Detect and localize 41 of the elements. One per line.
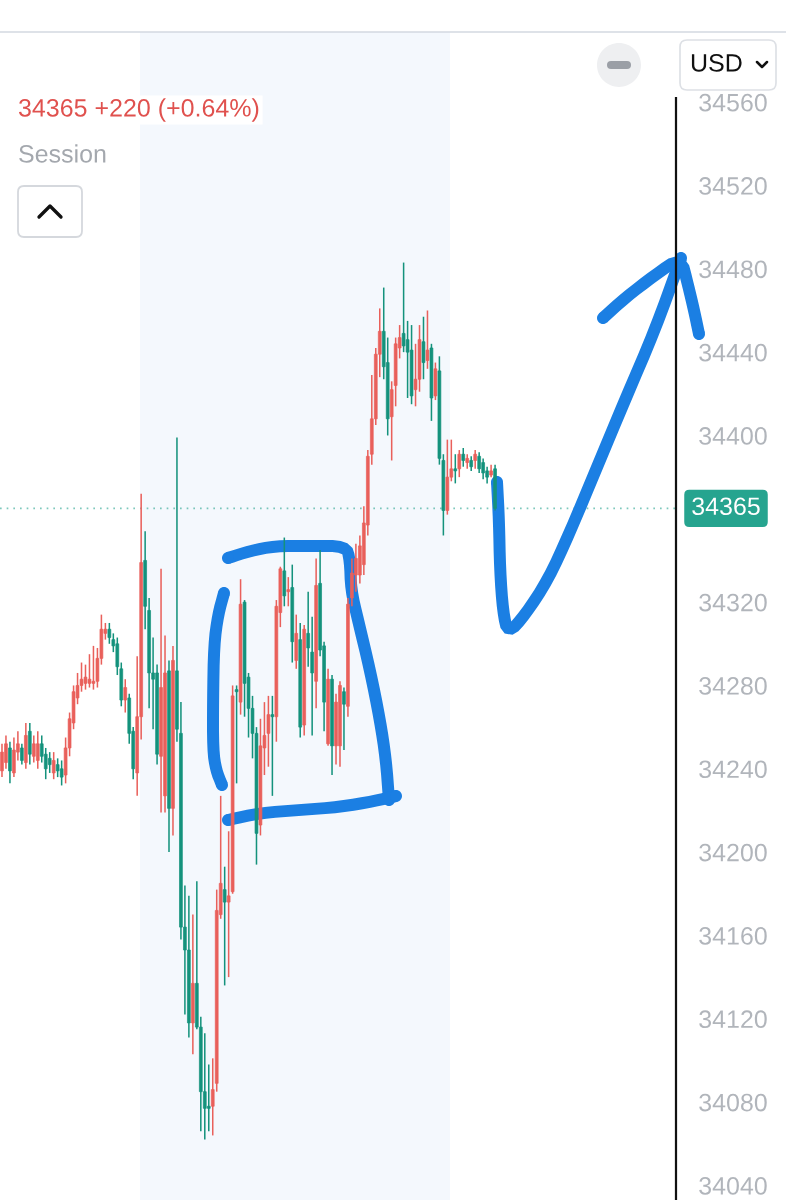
candlestick bbox=[457, 449, 462, 478]
candlestick bbox=[234, 684, 239, 785]
y-tick-label: 34200 bbox=[699, 843, 767, 862]
y-tick-label: 34040 bbox=[699, 1177, 767, 1195]
candlestick bbox=[342, 686, 346, 751]
y-tick-label: 34480 bbox=[699, 260, 767, 279]
y-tick-label: 34320 bbox=[699, 593, 767, 612]
y-tick-label: 34440 bbox=[699, 343, 767, 362]
candlestick bbox=[51, 751, 56, 780]
y-tick-label: 34120 bbox=[699, 1010, 767, 1029]
candlestick bbox=[473, 449, 477, 470]
y-tick-label: 34560 bbox=[699, 93, 767, 112]
annotation: Session bbox=[19, 144, 106, 163]
candlestick bbox=[32, 734, 36, 764]
candlestick bbox=[35, 730, 40, 770]
y-tick-label: 34080 bbox=[699, 1093, 767, 1112]
candlestick bbox=[28, 722, 32, 766]
candlestick bbox=[123, 678, 128, 714]
y-tick-label: 34240 bbox=[699, 760, 767, 779]
ref-line-label: 34365 bbox=[692, 497, 760, 516]
y-tick-label: 34400 bbox=[699, 427, 767, 445]
candlestick bbox=[59, 759, 64, 787]
annotation: 34365 +220 (+0.64%) bbox=[18, 98, 259, 122]
candlestick bbox=[421, 315, 426, 380]
candlestick bbox=[461, 447, 466, 468]
candlestick bbox=[206, 1063, 211, 1133]
y-tick-label: 34520 bbox=[699, 177, 767, 195]
candlestick bbox=[107, 622, 112, 645]
candlestick bbox=[91, 645, 96, 691]
candlestick bbox=[270, 695, 275, 797]
candlestick bbox=[226, 830, 231, 978]
candlestick bbox=[286, 576, 291, 608]
candlestick bbox=[453, 453, 458, 485]
candlestick bbox=[47, 751, 52, 774]
text: USD bbox=[691, 54, 742, 72]
y-tick-label: 34160 bbox=[699, 927, 767, 945]
candlestick bbox=[8, 740, 12, 785]
candlestick bbox=[20, 743, 24, 766]
candlestick bbox=[222, 865, 227, 987]
candlestick bbox=[425, 309, 430, 370]
y-tick-label: 34280 bbox=[699, 677, 767, 695]
